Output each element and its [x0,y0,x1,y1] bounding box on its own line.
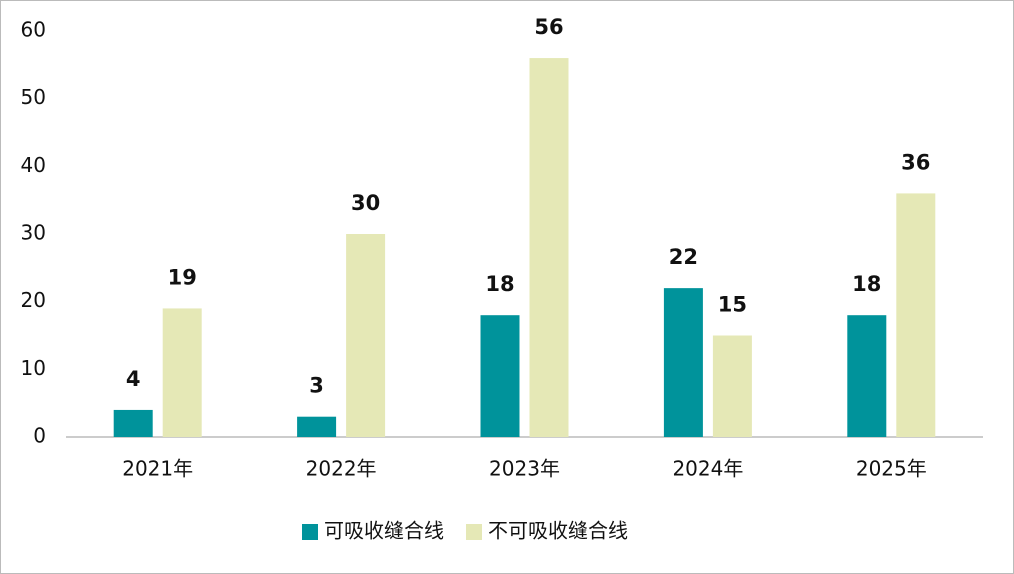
value-label: 30 [351,191,380,215]
bar [847,315,887,437]
legend-swatch [302,524,318,540]
value-label: 3 [309,374,324,398]
bar [480,315,520,437]
x-tick-label: 2024年 [672,457,743,481]
value-label: 4 [126,367,141,391]
y-tick-label: 10 [21,356,46,380]
y-tick-label: 30 [21,221,46,245]
bar [113,409,153,437]
bar [896,193,936,437]
value-label: 22 [669,245,698,269]
x-tick-label: 2022年 [306,457,377,481]
bar [346,234,386,437]
bar [162,308,202,437]
y-tick-label: 20 [21,288,46,312]
value-label: 15 [718,293,747,317]
value-label: 18 [852,272,881,296]
y-tick-label: 0 [33,424,46,448]
bar [663,288,703,437]
value-label: 19 [168,265,197,289]
x-tick-label: 2023年 [489,457,560,481]
x-tick-label: 2025年 [856,457,927,481]
value-label: 56 [534,15,563,39]
value-label: 18 [485,272,514,296]
bar [297,416,337,437]
y-tick-label: 40 [21,153,46,177]
x-tick-label: 2021年 [122,457,193,481]
y-tick-label: 50 [21,85,46,109]
legend-label: 不可吸收缝合线 [488,519,628,543]
bar [712,335,752,437]
legend-swatch [466,524,482,540]
bar [529,58,569,438]
y-tick-label: 60 [21,18,46,42]
value-label: 36 [901,150,930,174]
legend-label: 可吸收缝合线 [324,519,444,543]
